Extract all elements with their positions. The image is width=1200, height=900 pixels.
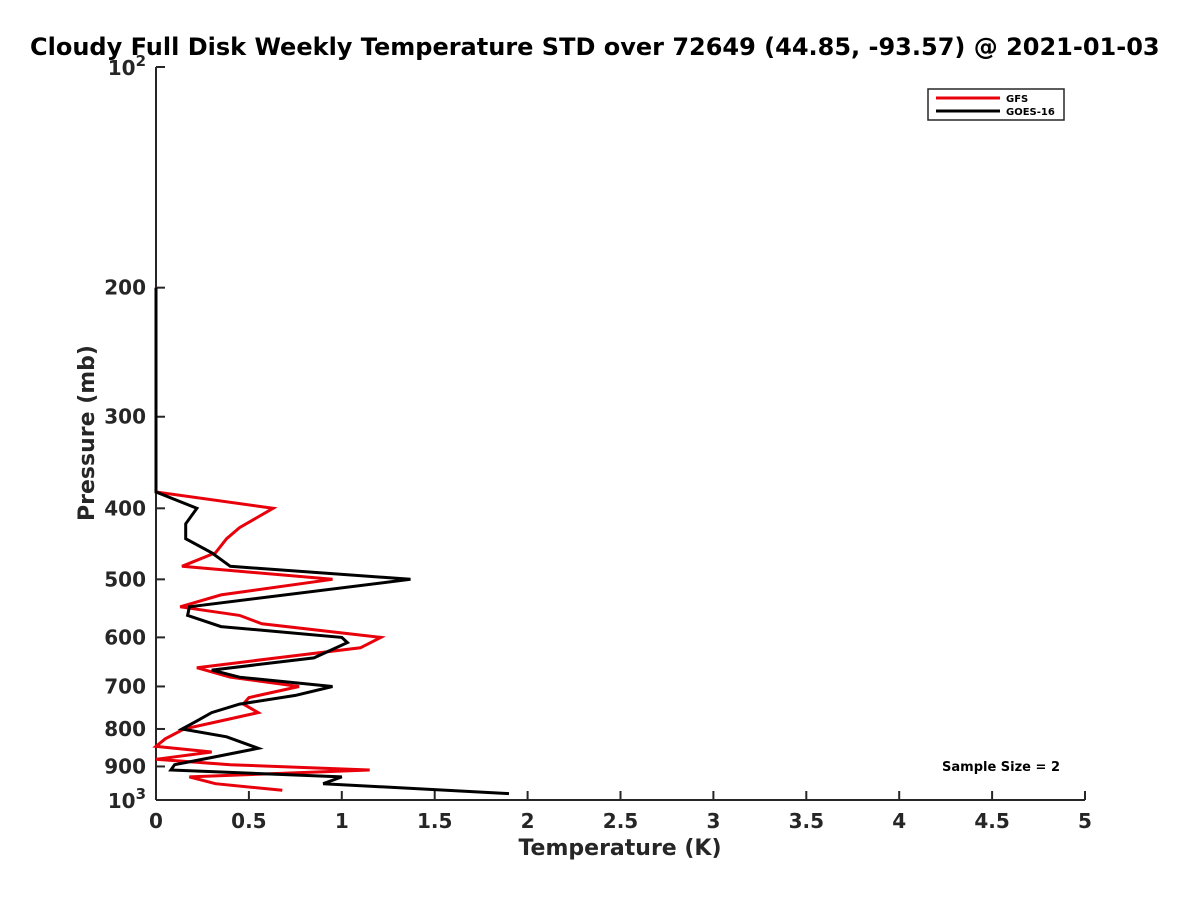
x-tick-label: 4.5 xyxy=(974,809,1009,833)
x-tick-label: 4 xyxy=(892,809,906,833)
y-tick-label: 300 xyxy=(104,405,146,429)
data-lines xyxy=(152,287,510,796)
sample-size-annotation: Sample Size = 2 xyxy=(942,760,1060,775)
x-tick-label: 2 xyxy=(521,809,535,833)
y-tick-label-top: 102 xyxy=(108,52,146,80)
x-tick-label: 1 xyxy=(335,809,349,833)
y-tick-label: 200 xyxy=(104,276,146,300)
y-tick-label-bottom: 103 xyxy=(108,785,146,813)
axes: 0 0.5 1 1.5 2 2.5 3 3.5 4 4.5 5 200 300 400 500 600 700 8… xyxy=(104,52,1092,833)
y-tick-label: 800 xyxy=(104,717,146,741)
x-axis-label: Temperature (K) xyxy=(518,836,721,861)
x-tick-label: 0 xyxy=(149,809,163,833)
series-line-gfs xyxy=(152,287,386,792)
y-tick-label: 700 xyxy=(104,674,146,698)
series-line-goes-16 xyxy=(154,287,510,796)
y-axis-label: Pressure (mb) xyxy=(75,345,100,521)
x-tick-label: 3 xyxy=(706,809,720,833)
legend-box xyxy=(927,88,1065,121)
x-tick-label: 5 xyxy=(1078,809,1092,833)
x-tick-label: 1.5 xyxy=(417,809,452,833)
x-tick-label: 0.5 xyxy=(231,809,266,833)
legend-label: GFS xyxy=(1006,94,1028,105)
x-tick-label: 2.5 xyxy=(603,809,638,833)
legend-label: GOES-16 xyxy=(1006,107,1055,118)
legend: GFS GOES-16 xyxy=(927,88,1065,121)
y-tick-label: 500 xyxy=(104,567,146,591)
y-tick-label: 600 xyxy=(104,625,146,649)
chart-title: Cloudy Full Disk Weekly Temperature STD … xyxy=(30,33,1160,61)
y-tick-label: 400 xyxy=(104,496,146,520)
y-tick-label: 900 xyxy=(104,754,146,778)
x-tick-label: 3.5 xyxy=(789,809,824,833)
